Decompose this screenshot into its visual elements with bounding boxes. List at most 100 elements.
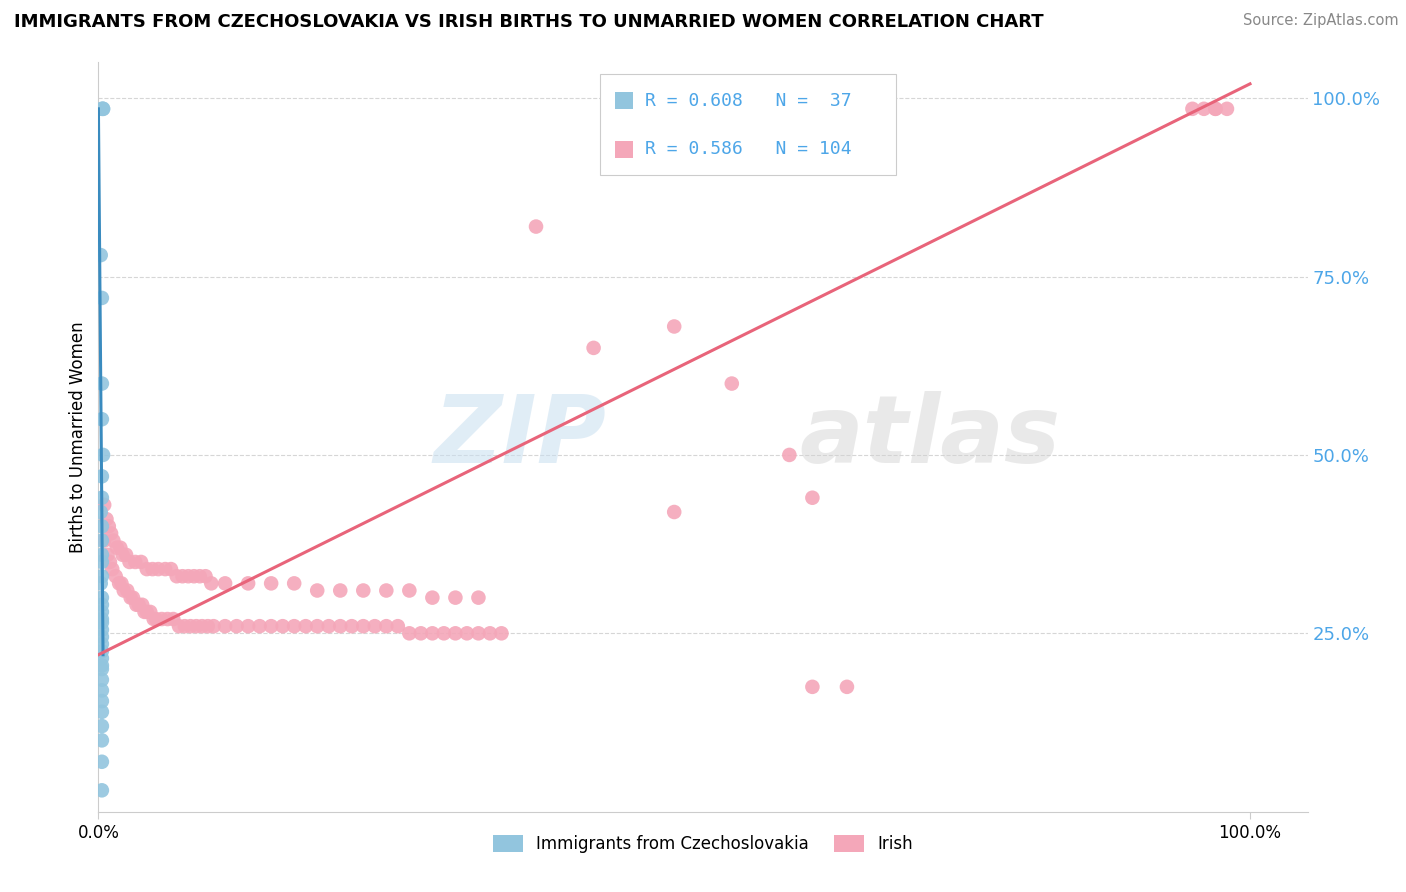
Point bbox=[249, 619, 271, 633]
FancyBboxPatch shape bbox=[614, 93, 633, 109]
Point bbox=[90, 615, 112, 630]
Point bbox=[90, 555, 112, 569]
Point bbox=[90, 102, 112, 116]
Point bbox=[90, 719, 112, 733]
Point bbox=[387, 619, 409, 633]
Point bbox=[90, 376, 112, 391]
Point bbox=[100, 526, 122, 541]
Point bbox=[142, 612, 165, 626]
Point bbox=[90, 412, 112, 426]
Point bbox=[125, 598, 148, 612]
Point bbox=[115, 548, 138, 562]
Point bbox=[307, 583, 329, 598]
Point bbox=[103, 533, 125, 548]
Point bbox=[375, 619, 398, 633]
Text: R = 0.586   N = 104: R = 0.586 N = 104 bbox=[645, 140, 852, 159]
Point bbox=[1192, 102, 1215, 116]
Point bbox=[91, 102, 114, 116]
Point bbox=[160, 562, 183, 576]
Point bbox=[148, 562, 170, 576]
FancyBboxPatch shape bbox=[614, 141, 633, 158]
Point bbox=[801, 680, 824, 694]
Point bbox=[90, 519, 112, 533]
Point bbox=[197, 619, 219, 633]
Point bbox=[90, 705, 112, 719]
Point bbox=[260, 576, 283, 591]
Point bbox=[129, 555, 152, 569]
Point bbox=[283, 576, 305, 591]
Point bbox=[96, 512, 118, 526]
Y-axis label: Births to Unmarried Women: Births to Unmarried Women bbox=[69, 321, 87, 553]
Point bbox=[1204, 102, 1226, 116]
Point bbox=[194, 569, 217, 583]
Point bbox=[456, 626, 478, 640]
Point bbox=[90, 248, 112, 262]
Point bbox=[801, 491, 824, 505]
Text: IMMIGRANTS FROM CZECHOSLOVAKIA VS IRISH BIRTHS TO UNMARRIED WOMEN CORRELATION CH: IMMIGRANTS FROM CZECHOSLOVAKIA VS IRISH … bbox=[14, 13, 1043, 31]
Point bbox=[90, 694, 112, 708]
Point bbox=[664, 505, 686, 519]
Point bbox=[183, 569, 205, 583]
Point bbox=[236, 619, 259, 633]
Point bbox=[398, 626, 420, 640]
Point bbox=[340, 619, 363, 633]
Point bbox=[90, 683, 112, 698]
Point bbox=[271, 619, 294, 633]
Point bbox=[180, 619, 202, 633]
Point bbox=[524, 219, 547, 234]
Point bbox=[90, 651, 112, 665]
Point bbox=[778, 448, 800, 462]
Point bbox=[98, 555, 121, 569]
Point bbox=[90, 623, 112, 637]
Point bbox=[664, 319, 686, 334]
Point bbox=[582, 341, 605, 355]
Point bbox=[409, 626, 432, 640]
Point bbox=[329, 619, 352, 633]
Point bbox=[172, 569, 194, 583]
Point bbox=[260, 619, 283, 633]
Point bbox=[1216, 102, 1239, 116]
Point bbox=[375, 583, 398, 598]
Point bbox=[124, 555, 146, 569]
Point bbox=[1181, 102, 1204, 116]
Point bbox=[104, 569, 127, 583]
Point bbox=[90, 505, 112, 519]
Point bbox=[155, 562, 177, 576]
FancyBboxPatch shape bbox=[600, 74, 897, 175]
Point bbox=[186, 619, 208, 633]
Point bbox=[150, 612, 173, 626]
Text: Source: ZipAtlas.com: Source: ZipAtlas.com bbox=[1243, 13, 1399, 29]
Point bbox=[90, 673, 112, 687]
Point bbox=[307, 619, 329, 633]
Point bbox=[214, 619, 236, 633]
Point bbox=[128, 598, 150, 612]
Point bbox=[110, 576, 132, 591]
Point bbox=[90, 630, 112, 644]
Point bbox=[478, 626, 501, 640]
Point bbox=[112, 583, 135, 598]
Text: R = 0.608   N =  37: R = 0.608 N = 37 bbox=[645, 92, 852, 110]
Point bbox=[422, 626, 444, 640]
Point bbox=[93, 533, 115, 548]
Point bbox=[90, 662, 112, 676]
Point bbox=[444, 591, 467, 605]
Point bbox=[115, 583, 138, 598]
Point bbox=[329, 583, 352, 598]
Point bbox=[90, 576, 112, 591]
Point bbox=[91, 102, 114, 116]
Point bbox=[90, 598, 112, 612]
Point bbox=[156, 612, 179, 626]
Point bbox=[202, 619, 225, 633]
Point bbox=[135, 562, 157, 576]
Point bbox=[139, 605, 162, 619]
Point bbox=[177, 569, 200, 583]
Point bbox=[118, 555, 141, 569]
Point bbox=[188, 569, 211, 583]
Legend: Immigrants from Czechoslovakia, Irish: Immigrants from Czechoslovakia, Irish bbox=[486, 828, 920, 860]
Point bbox=[200, 576, 222, 591]
Point bbox=[90, 548, 112, 562]
Point bbox=[97, 548, 120, 562]
Point bbox=[122, 591, 145, 605]
Point bbox=[131, 598, 153, 612]
Point bbox=[141, 562, 163, 576]
